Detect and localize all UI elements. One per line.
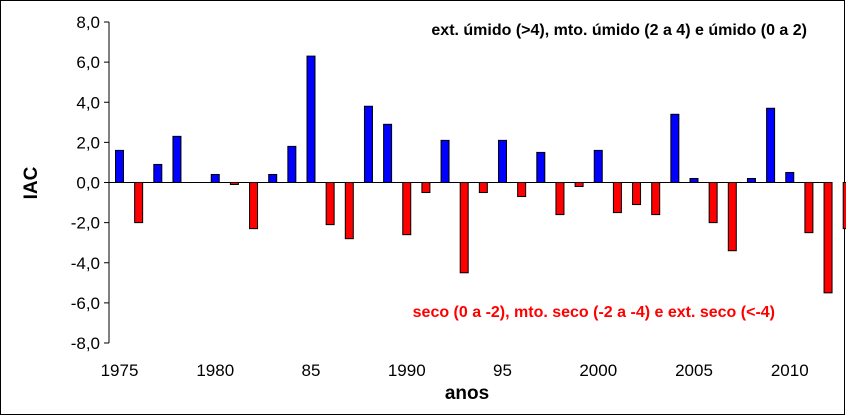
y-tick-label: -8,0 xyxy=(71,334,100,353)
y-tick-label: -2,0 xyxy=(71,214,100,233)
x-tick-label: 1980 xyxy=(196,361,234,380)
bar-1976 xyxy=(134,182,144,224)
y-tick-label: 2,0 xyxy=(76,133,100,152)
bar-2012 xyxy=(823,182,833,294)
y-tick-label: 4,0 xyxy=(76,93,100,112)
bar-1992 xyxy=(440,139,450,183)
y-tick-label: -4,0 xyxy=(71,254,100,273)
bar-1980 xyxy=(210,173,220,184)
bar-2006 xyxy=(708,182,718,224)
bar-2001 xyxy=(612,182,622,214)
bar-1993 xyxy=(459,182,469,274)
bar-1994 xyxy=(478,182,488,194)
bar-1983 xyxy=(268,173,278,184)
bar-1995 xyxy=(498,139,507,183)
dry-classes-annotation: seco (0 a -2), mto. seco (-2 a -4) e ext… xyxy=(413,304,775,321)
x-tick-label: 85 xyxy=(302,361,321,380)
x-tick-label: 2000 xyxy=(579,361,617,380)
bar-2007 xyxy=(727,182,737,252)
y-tick-label: 0,0 xyxy=(76,174,100,193)
x-axis-title: anos xyxy=(445,383,489,404)
y-tick-label: -6,0 xyxy=(71,294,100,313)
bar-1990 xyxy=(402,182,412,236)
bar-2004 xyxy=(670,113,680,183)
bar-2009 xyxy=(766,107,776,183)
bar-2003 xyxy=(651,182,661,216)
x-tick-label: 2005 xyxy=(675,361,713,380)
bar-2011 xyxy=(804,182,814,234)
bar-2013 xyxy=(842,182,846,230)
x-axis-ticks: 1975 1980 85 1990 95 2000 2005 2010 xyxy=(101,361,809,380)
bar-2000 xyxy=(593,149,603,183)
bar-1986 xyxy=(325,182,335,226)
bar-1989 xyxy=(383,123,393,183)
x-tick-label: 1990 xyxy=(388,361,426,380)
bar-1982 xyxy=(249,182,259,230)
bar-1978 xyxy=(172,135,182,183)
x-tick-label: 2010 xyxy=(771,361,809,380)
wet-classes-annotation: ext. úmido (>4), mto. úmido (2 a 4) e úm… xyxy=(431,22,807,39)
bar-1998 xyxy=(555,182,565,216)
bar-1988 xyxy=(363,105,373,183)
y-tick-label: 6,0 xyxy=(76,53,100,72)
bar-2010 xyxy=(785,171,795,183)
x-tick-label: 95 xyxy=(493,361,512,380)
bar-2005 xyxy=(689,177,699,184)
bar-1977 xyxy=(153,163,163,184)
y-axis-ticks: 8,0 6,0 4,0 2,0 0,0 -2,0 -4,0 -6,0 -8,0 xyxy=(71,13,109,353)
bar-2008 xyxy=(746,177,756,184)
bar-1984 xyxy=(287,145,297,183)
bar-1975 xyxy=(115,149,124,183)
bar-1997 xyxy=(536,151,546,183)
bar-1985 xyxy=(306,55,316,184)
bar-1987 xyxy=(344,182,354,240)
bars xyxy=(115,55,846,294)
bar-1996 xyxy=(517,182,527,198)
y-tick-label: 8,0 xyxy=(76,13,100,32)
y-axis-title: IAC xyxy=(21,166,42,199)
bar-1999 xyxy=(574,182,584,188)
bar-2002 xyxy=(632,182,642,206)
x-tick-label: 1975 xyxy=(101,361,139,380)
bar-1991 xyxy=(421,182,431,194)
